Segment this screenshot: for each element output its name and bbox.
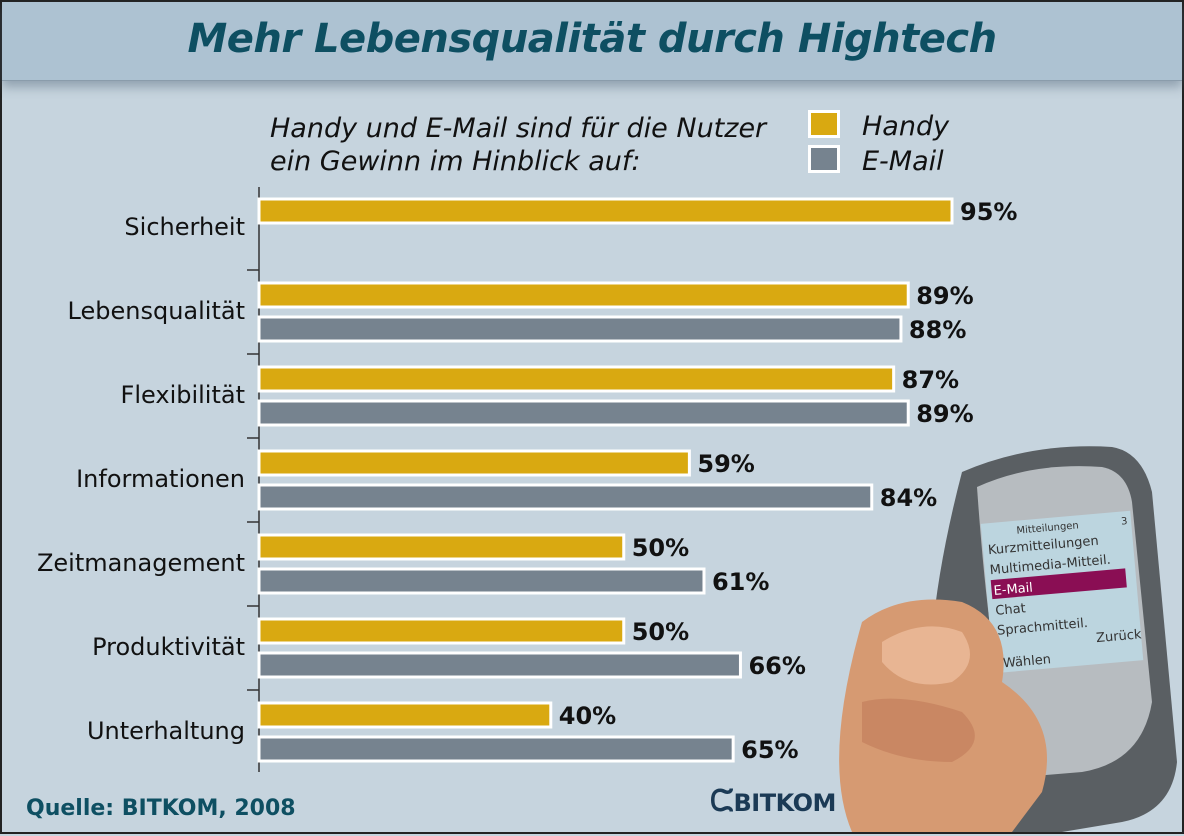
- data-label: 87%: [902, 366, 959, 394]
- phone-menu-item-selected: E-Mail: [993, 581, 1033, 599]
- chart-title: Mehr Lebensqualität durch Hightech: [187, 16, 997, 62]
- bar-handy: [257, 701, 553, 729]
- category-label: Informationen: [76, 465, 245, 493]
- data-label: 40%: [559, 702, 616, 730]
- category-label: Unterhaltung: [87, 717, 245, 745]
- bar-handy: [257, 281, 910, 309]
- data-label: 59%: [697, 450, 754, 478]
- legend-swatch: [808, 110, 840, 138]
- category-label: Lebensqualität: [68, 297, 245, 325]
- bar-handy: [257, 533, 626, 561]
- bar-email: [257, 567, 706, 595]
- category-label: Flexibilität: [121, 381, 245, 409]
- bar-email: [257, 399, 910, 427]
- phone-screen-page: 3: [1121, 516, 1128, 528]
- legend-swatch: [808, 145, 840, 173]
- data-label: 88%: [909, 316, 966, 344]
- category-label: Produktivität: [92, 633, 245, 661]
- phone-softkey-right: Zurück: [1096, 627, 1143, 646]
- legend-item-email: E-Mail: [808, 145, 944, 177]
- legend-label: E-Mail: [862, 146, 944, 177]
- data-label: 84%: [880, 484, 937, 512]
- data-label: 66%: [748, 652, 805, 680]
- bar-handy: [257, 449, 691, 477]
- bar-email: [257, 651, 742, 679]
- phone-softkey-left: Wählen: [1002, 652, 1051, 671]
- data-label: 61%: [712, 568, 769, 596]
- title-banner: Mehr Lebensqualität durch Hightech: [2, 2, 1182, 81]
- source-note: Quelle: BITKOM, 2008: [26, 796, 296, 821]
- bar-email: [257, 735, 735, 763]
- bitkom-logo: ᙅBITKOM: [710, 784, 836, 819]
- phone-menu-item: Chat: [995, 601, 1027, 619]
- phone-screen-header: Mitteilungen: [1016, 520, 1079, 536]
- data-label: 89%: [916, 400, 973, 428]
- bar-handy: [257, 617, 626, 645]
- category-label: Sicherheit: [124, 213, 245, 241]
- chart-subtitle: Handy und E-Mail sind für die Nutzer ein…: [270, 112, 766, 178]
- logo-text: BITKOM: [733, 789, 837, 817]
- data-label: 50%: [632, 618, 689, 646]
- data-label: 50%: [632, 534, 689, 562]
- legend-item-handy: Handy: [808, 110, 949, 142]
- data-label: 89%: [916, 282, 973, 310]
- legend-label: Handy: [862, 111, 950, 142]
- logo-mark-icon: ᙅ: [710, 784, 734, 819]
- subtitle-line: ein Gewinn im Hinblick auf:: [270, 146, 641, 177]
- bar-handy: [257, 365, 896, 393]
- category-label: Zeitmanagement: [37, 549, 245, 577]
- data-label: 65%: [741, 736, 798, 764]
- subtitle-line: Handy und E-Mail sind für die Nutzer: [270, 113, 767, 144]
- bar-email: [257, 315, 903, 343]
- bar-handy: [257, 197, 954, 225]
- data-label: 95%: [960, 198, 1017, 226]
- bar-email: [257, 483, 874, 511]
